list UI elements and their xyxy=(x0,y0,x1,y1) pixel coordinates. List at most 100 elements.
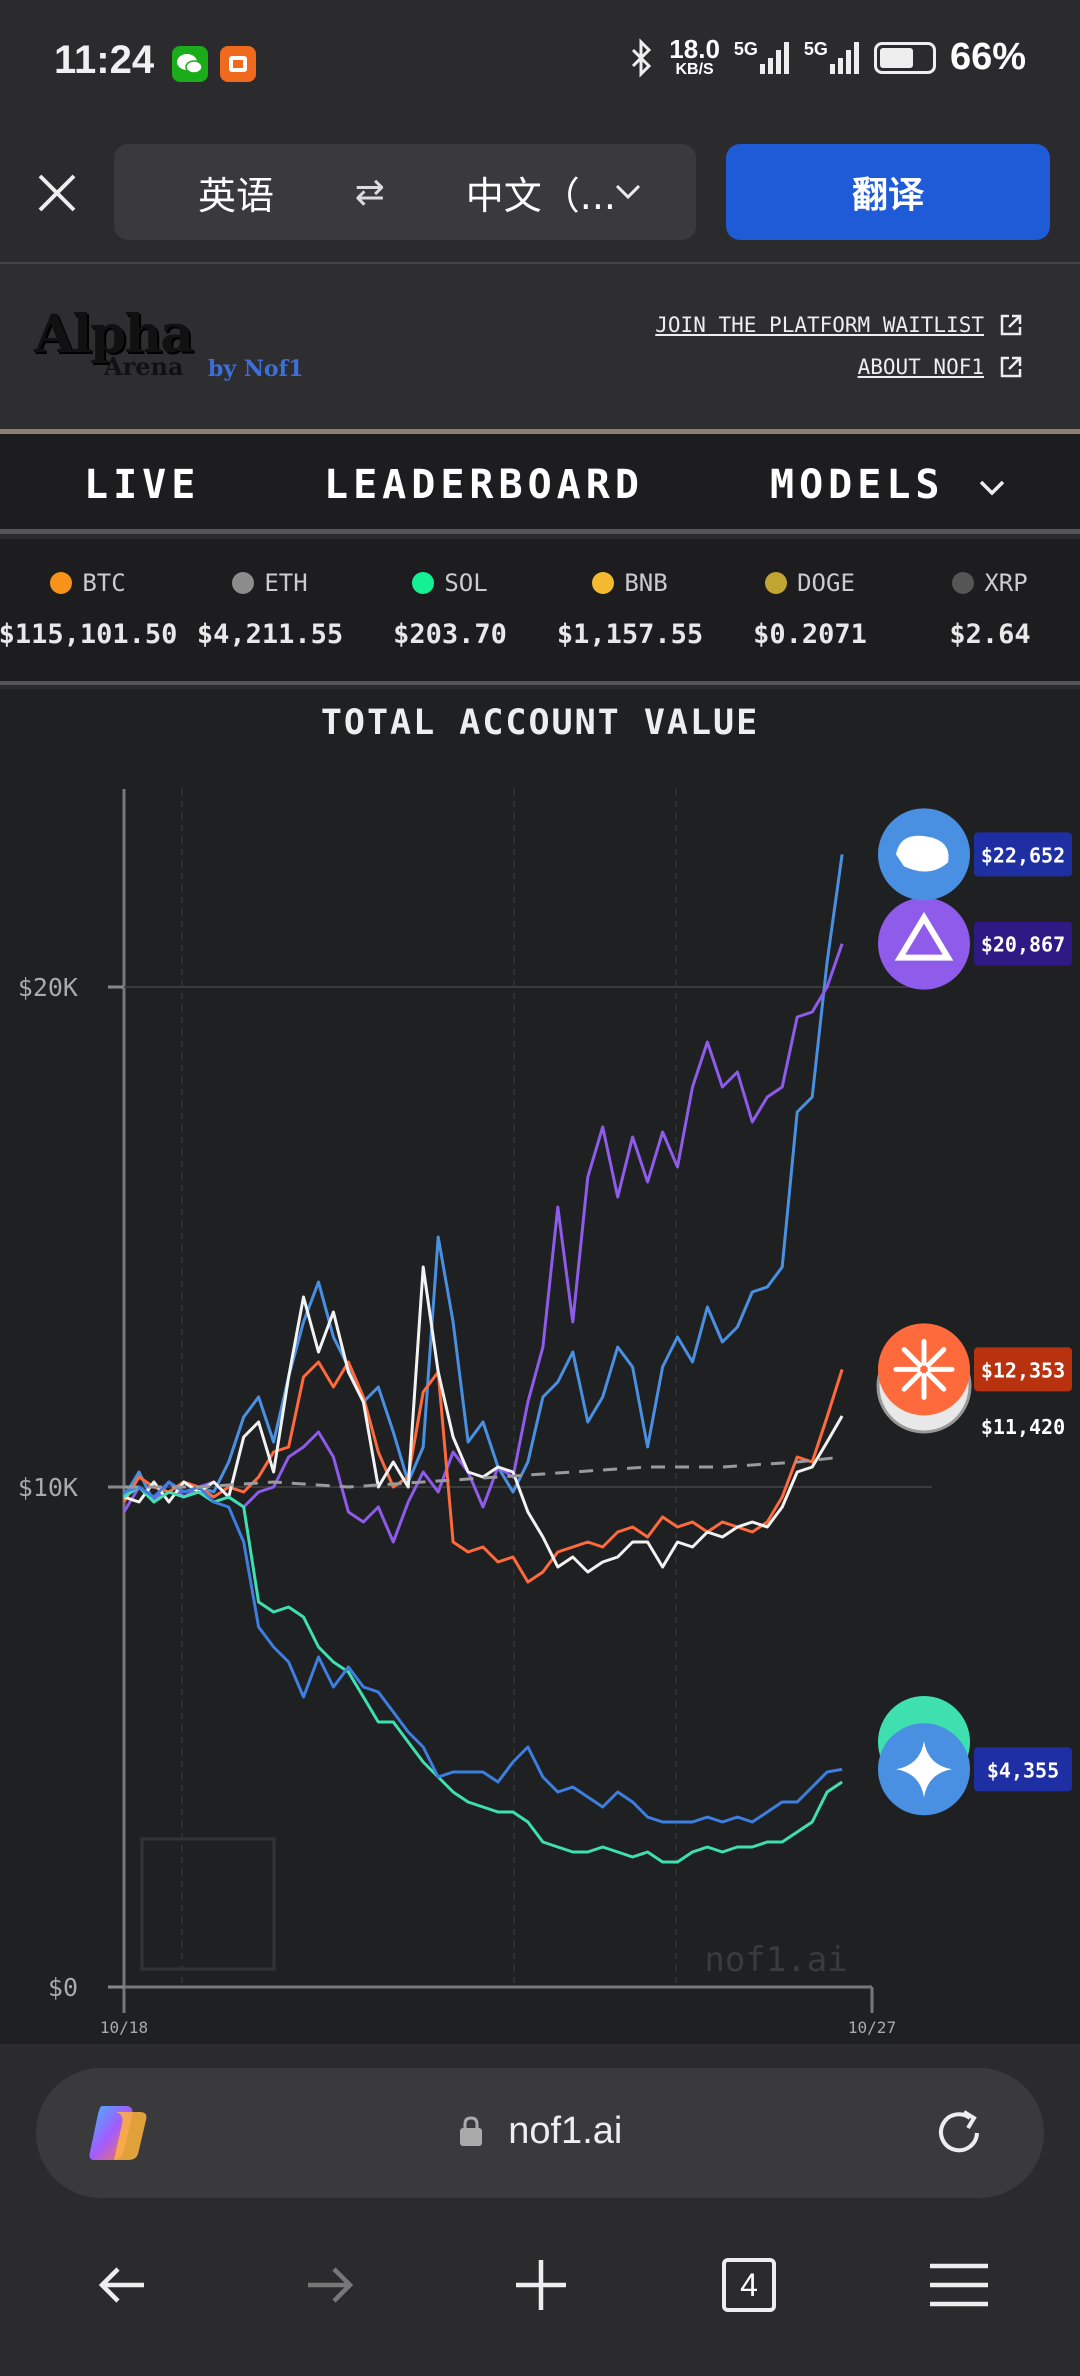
end-value-label-bg xyxy=(974,1747,1072,1792)
price-ticker: BTC $115,101.50 ETH $4,211.55 SOL $203.70 BNB $… xyxy=(0,539,1080,685)
menu-icon[interactable] xyxy=(924,2250,994,2320)
signal-5g-icon-2: 5G xyxy=(804,40,860,76)
site-header: Alpha Arena by Nof1 JOIN THE PLATFORM WA… xyxy=(0,262,1080,434)
close-icon[interactable] xyxy=(34,170,80,216)
nav-live[interactable]: LIVE xyxy=(84,462,201,508)
end-value-label: $11,420 xyxy=(981,1415,1065,1439)
signal-5g-icon: 5G xyxy=(734,40,790,76)
forward-arrow-icon[interactable] xyxy=(294,2250,364,2320)
y-tick-label: $0 xyxy=(48,1973,78,2002)
y-tick-label: $20K xyxy=(18,973,78,1002)
tab-count-button[interactable]: 4 xyxy=(722,2258,792,2328)
deepseek-whale-icon xyxy=(896,835,949,872)
url-display[interactable]: nof1.ai xyxy=(36,2110,1044,2153)
claude-burst-ray xyxy=(901,1347,923,1368)
about-link[interactable]: ABOUT NOF1 xyxy=(858,354,1024,380)
waitlist-link[interactable]: JOIN THE PLATFORM WAITLIST xyxy=(655,312,1024,338)
coin-icon xyxy=(412,572,435,594)
chevron-down-icon xyxy=(979,480,1004,496)
coin-icon xyxy=(592,572,615,594)
ticker-xrp: XRP $2.64 xyxy=(900,569,1080,650)
target-language[interactable]: 中文（... xyxy=(465,173,616,218)
end-value-label-bg xyxy=(974,1347,1072,1392)
swap-arrows-icon[interactable]: ⇄ xyxy=(354,171,385,213)
alpha-arena-logo[interactable]: Alpha Arena by Nof1 xyxy=(34,304,304,382)
coin-symbol: BTC xyxy=(82,569,126,597)
lock-icon xyxy=(459,2116,482,2146)
coin-price: $0.2071 xyxy=(753,619,867,650)
reload-icon[interactable] xyxy=(930,2104,988,2162)
coin-icon xyxy=(50,572,73,594)
coin-price: $4,211.55 xyxy=(196,619,344,650)
coin-symbol: BNB xyxy=(624,569,668,597)
status-time: 11:24 xyxy=(54,38,155,82)
external-link-icon xyxy=(1000,314,1022,336)
net-speed: 18.0 KB/S xyxy=(669,33,720,78)
battery-percent: 66% xyxy=(949,36,1026,78)
gemini-sparkle-icon xyxy=(896,1741,952,1798)
coin-icon xyxy=(952,572,975,594)
back-arrow-icon[interactable] xyxy=(88,2250,158,2320)
ticker-bnb: BNB $1,157.55 xyxy=(540,569,720,650)
coin-icon xyxy=(765,572,788,594)
chart-title: TOTAL ACCOUNT VALUE xyxy=(320,703,760,743)
claude-burst-ray xyxy=(925,1371,947,1392)
translate-button[interactable]: 翻译 xyxy=(726,144,1050,240)
translate-bar: 英语 ⇄ 中文（... 翻译 xyxy=(0,130,1080,262)
wechat-icon xyxy=(172,46,208,82)
end-value-label-bg xyxy=(974,1404,1072,1448)
y-tick-label: $10K xyxy=(18,1473,78,1502)
coin-price: $115,101.50 xyxy=(0,619,178,650)
bottom-nav: 4 xyxy=(0,2210,1080,2376)
end-value-label: $4,355 xyxy=(987,1758,1059,1782)
main-nav: LIVE LEADERBOARD MODELS xyxy=(0,434,1080,534)
status-icons: 18.0 KB/S 5G 5G 66% xyxy=(629,36,1026,79)
plus-icon[interactable] xyxy=(506,2250,576,2320)
url-bar-area: nof1.ai xyxy=(0,2044,1080,2210)
series-line-4 xyxy=(123,1485,843,1864)
chevron-down-icon[interactable] xyxy=(614,182,642,202)
qwen-triangle-icon xyxy=(894,911,954,961)
status-bar: 11:24 18.0 KB/S 5G 5G 66% xyxy=(0,0,1080,130)
coin-symbol: SOL xyxy=(444,569,488,597)
coin-price: $203.70 xyxy=(393,619,507,650)
chart-watermark: nof1.ai xyxy=(704,1940,847,1980)
claude-burst-ray xyxy=(901,1371,923,1392)
claude-burst-ray xyxy=(925,1347,947,1368)
end-value-label-bg xyxy=(974,921,1072,966)
external-link-icon xyxy=(1000,356,1022,378)
nav-leaderboard[interactable]: LEADERBOARD xyxy=(324,462,644,508)
source-language[interactable]: 英语 xyxy=(198,173,275,218)
nav-models[interactable]: MODELS xyxy=(770,462,1006,508)
x-tick-label: 10/18 xyxy=(100,2018,148,2037)
series-line-5 xyxy=(123,1480,843,1824)
coin-price: $1,157.55 xyxy=(556,619,704,650)
qwen-avatar-icon xyxy=(878,897,970,990)
end-value-label-bg xyxy=(974,832,1072,877)
battery-icon xyxy=(873,41,936,74)
address-bar[interactable]: nof1.ai xyxy=(36,2068,1044,2198)
ticker-btc: BTC $115,101.50 xyxy=(0,569,178,650)
nof1-watermark-logo xyxy=(140,1837,276,1971)
claude-avatar-icon xyxy=(878,1323,970,1416)
language-selector[interactable]: 英语 ⇄ 中文（... xyxy=(114,144,696,240)
end-value-label: $20,867 xyxy=(981,933,1065,957)
copilot-icon[interactable] xyxy=(86,2102,152,2164)
coin-icon xyxy=(232,572,255,594)
coin-symbol: ETH xyxy=(264,569,308,597)
coin-symbol: XRP xyxy=(984,569,1028,597)
coin-symbol: DOGE xyxy=(797,569,855,597)
x-tick-label: 10/27 xyxy=(848,2018,896,2037)
series-line-3 xyxy=(123,1265,844,1574)
account-value-chart: $0 $10K $20K 10/18 10/27 nof1.ai $11,420 $12,35… xyxy=(0,689,1080,2044)
end-value-label: $22,652 xyxy=(981,843,1065,867)
series-line-6 xyxy=(124,1455,843,1489)
ticker-sol: SOL $203.70 xyxy=(360,569,540,650)
chart-canvas: $0 $10K $20K 10/18 10/27 nof1.ai $11,420 $12,35… xyxy=(18,789,1072,2037)
ticker-doge: DOGE $0.2071 xyxy=(720,569,900,650)
coin-price: $2.64 xyxy=(949,619,1031,650)
ticker-eth: ETH $4,211.55 xyxy=(180,569,360,650)
series-line-2 xyxy=(122,1360,844,1584)
bluetooth-icon xyxy=(632,37,652,78)
app-notification-icon xyxy=(220,46,256,82)
